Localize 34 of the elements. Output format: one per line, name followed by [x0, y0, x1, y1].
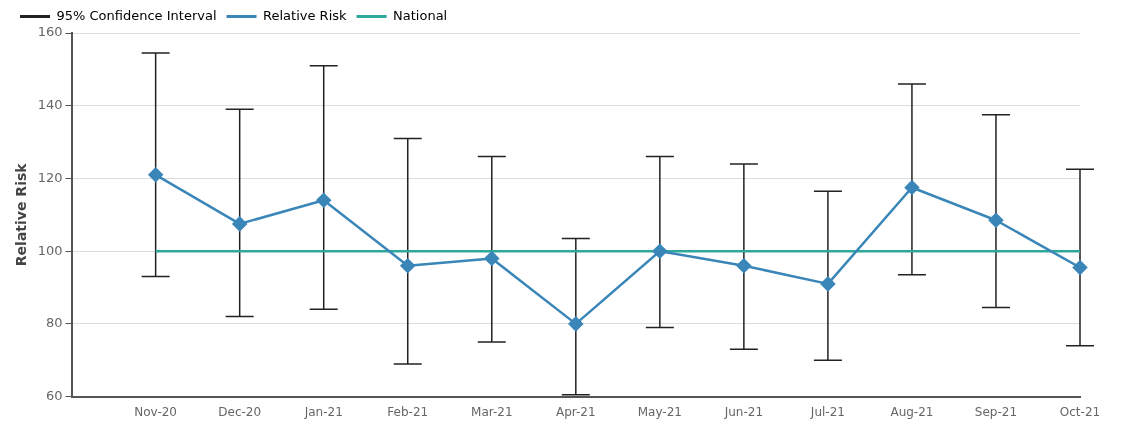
legend-label: Relative Risk	[263, 7, 348, 23]
y-axis-title: Relative Risk	[13, 162, 30, 267]
x-tick-label: Jun-21	[723, 404, 764, 419]
point	[904, 180, 920, 195]
x-tick-label: Sep-21	[974, 404, 1018, 419]
point	[736, 258, 752, 273]
x-tick-label: Oct-21	[1059, 404, 1101, 419]
y-tick-label: 60	[46, 387, 63, 403]
y-tick-label: 160	[37, 24, 63, 40]
y-tick-label: 80	[46, 315, 63, 331]
x-tick-label: Mar-21	[471, 404, 513, 419]
x-tick-label: Jan-21	[303, 404, 343, 419]
x-tick-label: Jul-21	[809, 404, 845, 419]
point	[820, 276, 836, 292]
legend-label: National	[393, 7, 448, 23]
x-tick-label: Apr-21	[556, 404, 596, 419]
x-tick-label: Aug-21	[890, 404, 934, 419]
x-tick-label: Feb-21	[387, 404, 429, 419]
y-tick-label: 120	[37, 169, 63, 185]
y-tick-label: 140	[37, 97, 63, 113]
point	[652, 243, 668, 259]
point	[484, 251, 500, 266]
x-tick-label: Nov-20	[134, 404, 177, 419]
point	[400, 258, 415, 273]
point	[1072, 260, 1088, 275]
x-tick-label: Dec-20	[218, 404, 262, 419]
y-tick-label: 100	[37, 242, 63, 258]
point	[232, 216, 247, 232]
point	[568, 316, 584, 332]
point	[148, 167, 163, 183]
point	[988, 213, 1004, 228]
point	[316, 193, 331, 208]
text: 95% Confidence Interval	[56, 7, 217, 23]
x-tick-label: May-21	[637, 404, 682, 419]
